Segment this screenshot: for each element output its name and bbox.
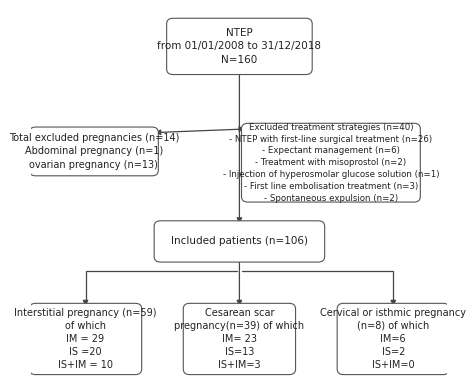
FancyBboxPatch shape [29,127,158,176]
Text: Excluded treatment strategies (n=40)
- NTEP with first-line surgical treatment (: Excluded treatment strategies (n=40) - N… [223,123,439,203]
FancyBboxPatch shape [183,303,296,375]
Text: Included patients (n=106): Included patients (n=106) [171,236,308,247]
FancyBboxPatch shape [337,303,449,375]
Text: Cervical or isthmic pregnancy
(n=8) of which
IM=6
IS=2
IS+IM=0: Cervical or isthmic pregnancy (n=8) of w… [320,307,466,370]
Text: Cesarean scar
pregnancy(n=39) of which
IM= 23
IS=13
IS+IM=3: Cesarean scar pregnancy(n=39) of which I… [174,307,304,370]
Text: Total excluded pregnancies (n=14)
Abdominal pregnancy (n=1)
ovarian pregnancy (n: Total excluded pregnancies (n=14) Abdomi… [9,133,179,169]
Text: Interstitial pregnancy (n=59)
of which
IM = 29
IS =20
IS+IM = 10: Interstitial pregnancy (n=59) of which I… [14,307,157,370]
FancyBboxPatch shape [167,18,312,74]
FancyBboxPatch shape [154,221,325,262]
FancyBboxPatch shape [29,303,142,375]
FancyBboxPatch shape [241,123,420,202]
Text: NTEP
from 01/01/2008 to 31/12/2018
N=160: NTEP from 01/01/2008 to 31/12/2018 N=160 [157,28,321,65]
